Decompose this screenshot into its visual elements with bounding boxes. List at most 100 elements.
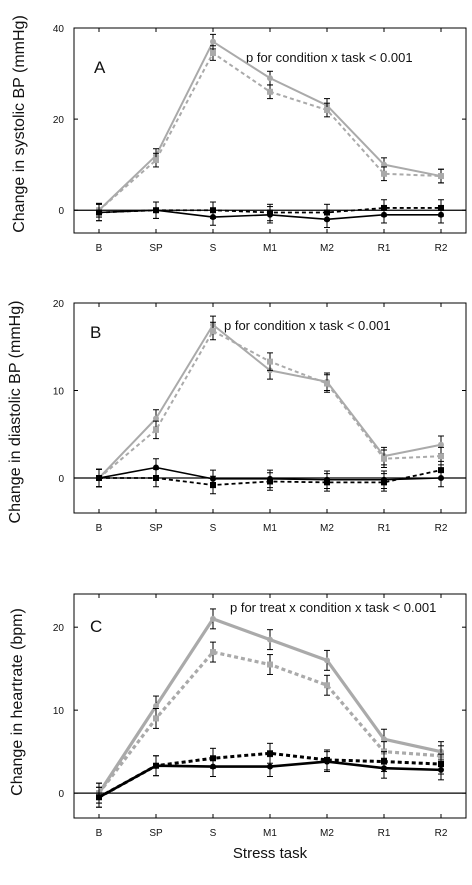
y-axis-label: Change in diastolic BP (mmHg)	[7, 301, 24, 524]
data-point	[381, 204, 387, 211]
data-point	[267, 88, 273, 95]
data-point	[381, 455, 387, 462]
data-point	[96, 209, 102, 216]
significance-note: p for condition x task < 0.001	[246, 50, 413, 65]
series-grey-dashed-thick	[96, 641, 444, 804]
series-layer	[96, 608, 444, 808]
y-tick-label: 10	[53, 387, 65, 398]
y-axis-label: Change in systolic BP (mmHg)	[11, 15, 28, 233]
data-point	[438, 453, 444, 460]
panel-b: B p for condition x task < 0.001 Change …	[7, 299, 467, 534]
data-point	[381, 161, 387, 168]
x-tick-label: R2	[435, 828, 448, 839]
x-tick-label: B	[96, 243, 103, 254]
data-point	[210, 649, 216, 656]
data-point	[153, 415, 159, 422]
data-point	[438, 441, 444, 448]
x-tick-label: SP	[149, 523, 163, 534]
y-ticks: 0 10 20	[53, 623, 466, 800]
data-point	[438, 467, 444, 474]
x-tick-label: S	[210, 243, 217, 254]
panel-letter: A	[94, 58, 106, 77]
data-point	[267, 763, 273, 770]
data-point	[324, 479, 330, 486]
data-point	[210, 482, 216, 488]
series-black-dashed-thick	[96, 742, 444, 808]
data-point	[153, 762, 159, 769]
x-axis-label: Stress task	[233, 845, 308, 862]
x-tick-label: R2	[435, 243, 448, 254]
x-tick-label: R1	[378, 828, 391, 839]
data-point	[324, 756, 330, 763]
data-point	[210, 328, 216, 334]
y-tick-label: 40	[53, 24, 65, 35]
data-point	[96, 794, 102, 801]
data-point	[267, 478, 273, 485]
panel-letter: C	[90, 617, 102, 636]
x-tick-label: SP	[149, 243, 163, 254]
data-point	[324, 380, 330, 387]
significance-note: p for condition x task < 0.001	[224, 318, 391, 333]
series-line	[98, 40, 442, 211]
x-tick-label: S	[210, 828, 217, 839]
x-tick-label: M1	[263, 828, 277, 839]
y-tick-label: 0	[58, 474, 64, 485]
data-point	[324, 107, 330, 113]
y-tick-label: 20	[53, 623, 65, 634]
data-point	[438, 173, 444, 180]
data-point	[381, 758, 387, 765]
data-point	[324, 682, 330, 689]
data-point	[153, 703, 159, 709]
x-tick-label: M2	[320, 828, 334, 839]
series-grey-dashed	[96, 321, 444, 488]
panel-c: C p for treat x condition x task < 0.001…	[9, 593, 467, 862]
significance-note: p for treat x condition x task < 0.001	[230, 600, 436, 615]
data-point	[210, 755, 216, 762]
data-point	[438, 204, 444, 211]
data-point	[438, 761, 444, 768]
data-point	[153, 426, 159, 433]
y-tick-label: 20	[53, 299, 65, 310]
data-point	[153, 715, 159, 722]
x-tick-label: M2	[320, 243, 334, 254]
data-point	[210, 50, 216, 57]
data-point	[267, 209, 273, 216]
plot-frame	[73, 593, 467, 819]
data-point	[324, 209, 330, 216]
x-tick-label: B	[96, 523, 103, 534]
data-point	[381, 170, 387, 177]
x-ticks: B SP S M1 M2 R1 R2	[96, 28, 448, 254]
x-tick-label: R1	[378, 523, 391, 534]
y-tick-label: 0	[58, 789, 64, 800]
series-grey-solid	[96, 315, 444, 488]
data-point	[324, 657, 330, 664]
y-tick-label: 0	[58, 206, 64, 217]
x-ticks: B SP S M1 M2 R1 R2	[96, 594, 448, 839]
x-tick-label: B	[96, 828, 103, 839]
data-point	[381, 736, 387, 743]
data-point	[267, 358, 273, 365]
panel-letter: B	[90, 323, 101, 342]
x-tick-label: M1	[263, 243, 277, 254]
data-point	[267, 661, 273, 668]
series-layer	[96, 315, 444, 495]
x-ticks: B SP S M1 M2 R1 R2	[96, 303, 448, 534]
y-tick-label: 10	[53, 706, 65, 717]
x-tick-label: S	[210, 523, 217, 534]
data-point	[267, 636, 273, 643]
y-tick-label: 20	[53, 115, 65, 126]
y-axis-label: Change in heartrate (bpm)	[9, 608, 26, 796]
x-tick-label: R1	[378, 243, 391, 254]
data-point	[153, 157, 159, 164]
x-tick-label: M2	[320, 523, 334, 534]
x-tick-label: M1	[263, 523, 277, 534]
series-line	[98, 323, 442, 479]
data-point	[381, 479, 387, 486]
x-tick-label: R2	[435, 523, 448, 534]
panel-a: A p for condition x task < 0.001 Change …	[11, 15, 467, 254]
data-point	[267, 750, 273, 757]
x-tick-label: SP	[149, 828, 163, 839]
data-point	[210, 615, 216, 622]
data-point	[267, 75, 273, 82]
